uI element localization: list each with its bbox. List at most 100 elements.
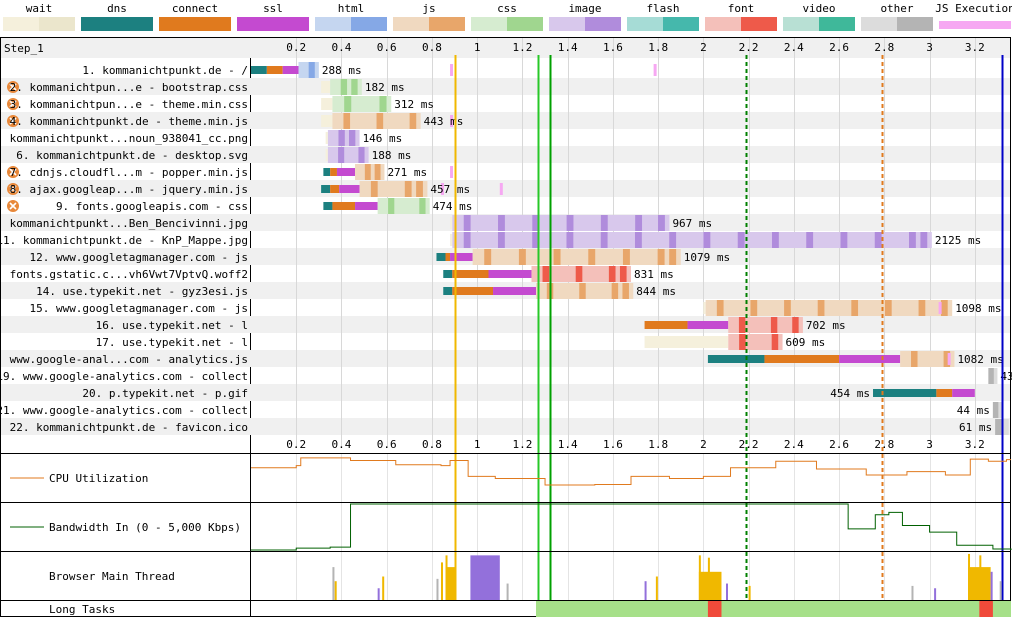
bar-chunk bbox=[575, 266, 583, 282]
bar-chunk bbox=[600, 215, 608, 231]
bar-chunk bbox=[634, 232, 642, 248]
bar-chunk bbox=[806, 232, 814, 248]
warning-icon-cross bbox=[9, 185, 17, 193]
bar-chunk bbox=[911, 351, 918, 367]
legend-swatch bbox=[627, 17, 663, 31]
bar-download bbox=[452, 232, 932, 248]
bar-chunk bbox=[874, 232, 882, 248]
request-time: 844 ms bbox=[636, 285, 676, 298]
bar-connect bbox=[452, 270, 489, 278]
bar-ssl bbox=[687, 321, 729, 329]
legend-swatch bbox=[939, 21, 1011, 29]
bar-chunk bbox=[532, 232, 540, 248]
bar-chunk bbox=[419, 198, 426, 214]
legend-swatch bbox=[273, 17, 309, 31]
bar-js-execution bbox=[938, 302, 942, 314]
bar-ssl bbox=[493, 287, 536, 295]
tick-label-bottom: 0.6 bbox=[377, 438, 397, 451]
bar-wait bbox=[325, 132, 328, 144]
request-label: 10. kommanichtpunkt...Ben_Bencivinni.jpg bbox=[0, 217, 248, 230]
request-label: 6. kommanichtpunkt.de - desktop.svg bbox=[16, 149, 248, 162]
bar-wait bbox=[703, 302, 706, 314]
tick-label-bottom: 0.2 bbox=[286, 438, 306, 451]
row-stripe bbox=[1, 78, 1010, 95]
request-label: 9. fonts.googleapis.com - css bbox=[56, 200, 248, 213]
bar-dns bbox=[443, 287, 453, 295]
request-time: 831 ms bbox=[634, 268, 674, 281]
legend-swatch bbox=[237, 17, 273, 31]
legend-swatch bbox=[39, 17, 75, 31]
legend-label: connect bbox=[172, 2, 218, 15]
tick-label-top: 3 bbox=[926, 41, 933, 54]
bar-chunk bbox=[940, 300, 948, 316]
bar-connect bbox=[936, 389, 953, 397]
request-label: 18. www.google-anal...com - analytics.js bbox=[0, 353, 248, 366]
chart-frame bbox=[0, 37, 1011, 617]
bar-chunk bbox=[343, 113, 351, 129]
bar-wait bbox=[644, 336, 729, 348]
tick-label-bottom: 1.4 bbox=[558, 438, 578, 451]
request-time: 146 ms bbox=[363, 132, 403, 145]
bar-chunk bbox=[340, 79, 348, 95]
bar-download bbox=[472, 249, 681, 265]
tick-label-bottom: 3.2 bbox=[965, 438, 985, 451]
tick-label-bottom: 3 bbox=[926, 438, 933, 451]
bar-ssl bbox=[488, 270, 532, 278]
bar-connect bbox=[452, 287, 494, 295]
row-stripe bbox=[1, 146, 1010, 163]
long-tasks-label: Long Tasks bbox=[49, 603, 115, 616]
legend-swatch bbox=[783, 17, 819, 31]
tick-label-top: 2 bbox=[700, 41, 707, 54]
tick-label-top: 2.6 bbox=[829, 41, 849, 54]
request-label: 14. use.typekit.net - gyz3esi.js bbox=[36, 285, 248, 298]
main-thread-spike bbox=[382, 576, 385, 600]
bar-ssl bbox=[839, 355, 901, 363]
request-time: 288 ms bbox=[322, 64, 362, 77]
request-time: 967 ms bbox=[672, 217, 712, 230]
tick-label-top: 1 bbox=[474, 41, 481, 54]
bar-chunk bbox=[784, 300, 791, 316]
request-label: 8. ajax.googleap...m - jquery.min.js bbox=[10, 183, 248, 196]
legend-swatch bbox=[81, 17, 117, 31]
request-label: 22. kommanichtpunkt.de - favicon.ico bbox=[10, 421, 248, 434]
request-label: 1. kommanichtpunkt.de - / bbox=[82, 64, 248, 77]
tick-label-top: 2.4 bbox=[784, 41, 804, 54]
request-time: 182 ms bbox=[365, 81, 405, 94]
row-stripe bbox=[1, 112, 1010, 129]
bar-chunk bbox=[553, 249, 561, 265]
legend-swatch bbox=[159, 17, 195, 31]
request-time: 1079 ms bbox=[684, 251, 730, 264]
bar-chunk bbox=[404, 181, 412, 197]
bar-chunk bbox=[611, 283, 619, 299]
bar-chunk bbox=[658, 215, 665, 231]
main-thread-spike bbox=[506, 583, 509, 600]
request-label: 15. www.googletagmanager.com - js bbox=[29, 302, 248, 315]
main-thread-spike bbox=[968, 553, 971, 600]
bar-chunk bbox=[619, 266, 627, 282]
bar-chunk bbox=[518, 249, 526, 265]
legend-label: other bbox=[880, 2, 913, 15]
legend-label: flash bbox=[646, 2, 679, 15]
legend-swatch bbox=[741, 17, 777, 31]
main-thread-spike bbox=[332, 567, 335, 600]
bar-connect bbox=[644, 321, 688, 329]
legend-label: ssl bbox=[263, 2, 283, 15]
legend-label: font bbox=[728, 2, 755, 15]
bar-chunk bbox=[884, 300, 892, 316]
warning-icon-cross bbox=[9, 83, 17, 91]
tick-label-top: 0.6 bbox=[377, 41, 397, 54]
bar-chunk bbox=[463, 232, 471, 248]
bar-chunk bbox=[349, 130, 356, 146]
bar-dns bbox=[321, 185, 331, 193]
legend-swatch bbox=[3, 17, 39, 31]
bar-chunk bbox=[622, 283, 629, 299]
main-thread-spike bbox=[334, 581, 337, 600]
bar-connect bbox=[332, 202, 356, 210]
legend-label: wait bbox=[26, 2, 53, 15]
bar-chunk bbox=[608, 266, 616, 282]
tick-label-top: 2.8 bbox=[874, 41, 894, 54]
bar-chunk bbox=[376, 113, 384, 129]
main-thread-label: Browser Main Thread bbox=[49, 570, 175, 583]
bar-download bbox=[452, 215, 670, 231]
